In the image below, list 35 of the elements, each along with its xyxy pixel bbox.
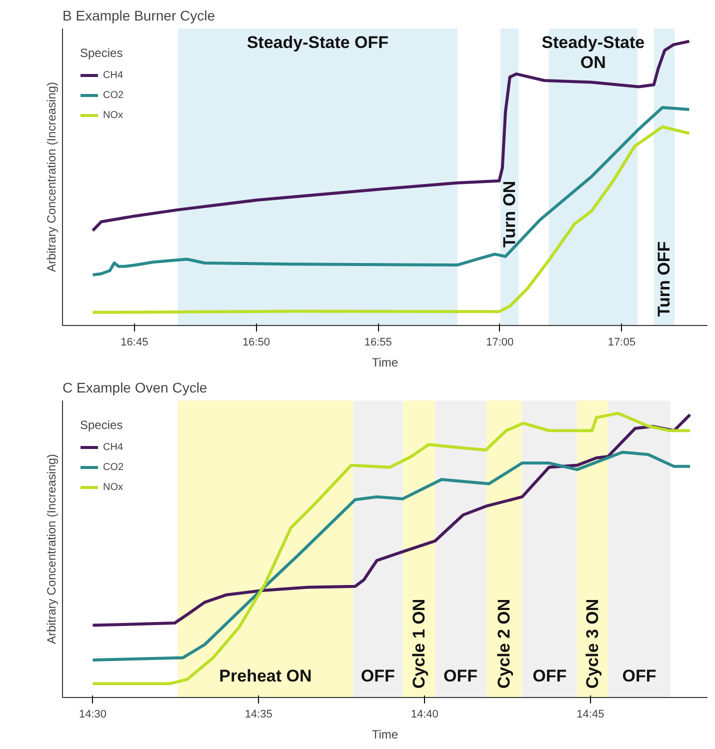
x-tick-label: 14:30 [78,708,107,720]
legend-label: NOx [103,110,123,120]
x-tick-label: 16:45 [120,336,148,348]
x-tick-label: 17:05 [608,336,636,348]
band-label: Steady-State OFF [246,32,389,52]
legend-label: CH4 [103,70,124,80]
y-axis-title: Arbitrary Concentration (Increasing) [44,82,58,272]
legend-label: NOx [103,482,123,492]
x-axis-title: Time [372,356,398,370]
legend-title: Species [80,46,124,60]
x-tick-label: 14:45 [576,708,604,720]
y-axis-title: Arbitrary Concentration (Increasing) [44,454,58,644]
legend-label: CO2 [103,462,124,472]
legend-label: CO2 [103,90,124,100]
band-label: OFF [532,666,567,686]
band-label: Cycle 2 ON [494,598,514,689]
chart-title: C Example Oven Cycle [62,380,208,396]
x-tick-label: 14:40 [410,708,438,720]
x-tick-label: 16:50 [242,336,270,348]
band-label: Cycle 3 ON [583,598,602,689]
band-label: OFF [622,666,656,686]
chart-title: B Example Burner Cycle [62,8,216,24]
legend-label: CH4 [103,442,124,452]
band-label: Turn ON [500,180,519,248]
band-label: Steady-State ON [542,32,645,72]
band-label: Preheat ON [219,666,312,686]
band-label: Cycle 1 ON [409,598,428,689]
legend-title: Species [80,418,124,432]
x-tick-label: 16:55 [364,336,392,348]
band-label: OFF [444,666,478,686]
band-label: OFF [360,666,395,686]
x-tick-label: 14:35 [244,708,272,720]
band-label: Turn OFF [654,241,674,317]
x-tick-label: 17:00 [486,336,514,348]
x-axis-title: Time [372,728,398,742]
